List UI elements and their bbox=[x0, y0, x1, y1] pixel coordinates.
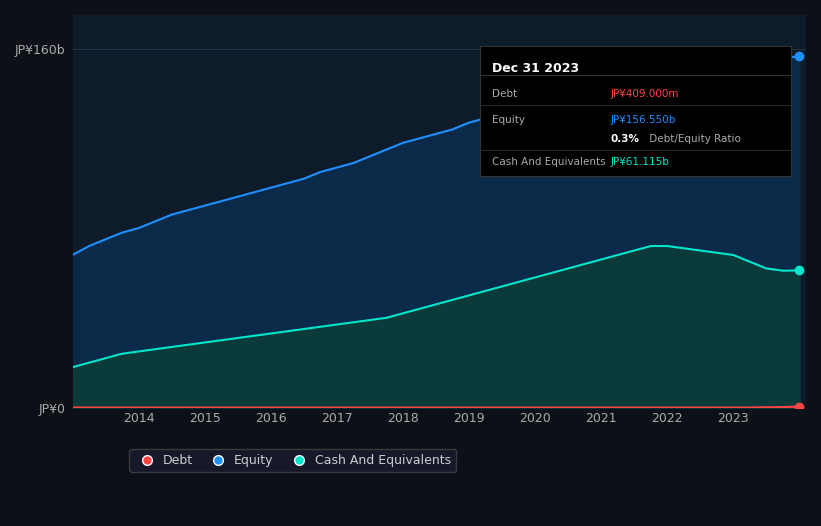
Legend: Debt, Equity, Cash And Equivalents: Debt, Equity, Cash And Equivalents bbox=[129, 449, 456, 472]
